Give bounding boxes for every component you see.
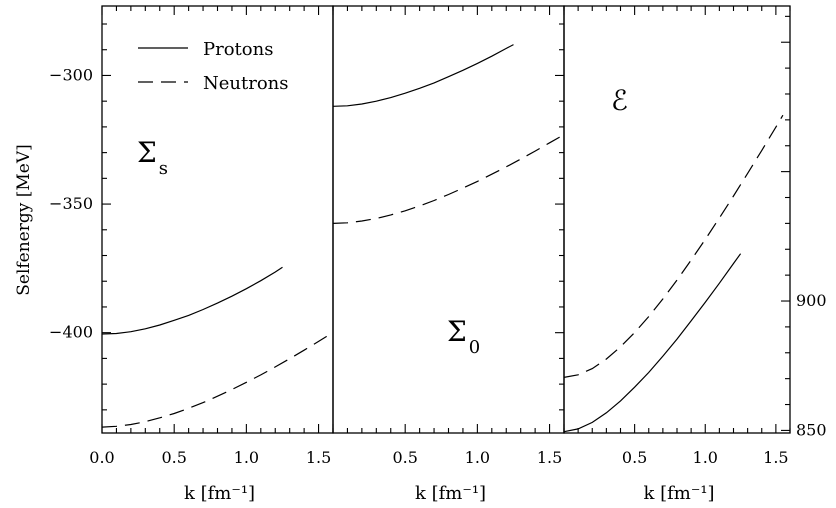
panel-1-ytick-label: −350 — [49, 194, 93, 213]
panel-3-x-axis-label: k [fm⁻¹] — [643, 483, 714, 504]
panel-3-ytick-label: 850 — [796, 420, 827, 439]
panel-3-frame — [563, 5, 791, 434]
panel-2-label-subscript: 0 — [469, 337, 480, 358]
panel-2-xtick-label: 1.0 — [465, 448, 490, 467]
panel-1-xtick-label: 0.5 — [161, 448, 186, 467]
panel-1-ytick-label: −400 — [49, 323, 93, 342]
panel-1-xtick-label: 1.0 — [234, 448, 259, 467]
panel-1-label-subscript: s — [159, 158, 168, 179]
panel-3-xtick-label: 0.5 — [622, 448, 647, 467]
panel-2-xtick-label: 0.5 — [392, 448, 417, 467]
panel-3-xtick-label: 1.0 — [693, 448, 718, 467]
panel-1-ytick-label: −300 — [49, 65, 93, 84]
panels: 0.0 0.5 1.0 1.5 k [fm⁻¹] −300 −350 −400 Σ s 0.5 1.0… — [49, 5, 827, 504]
panel-1-series-neutrons — [101, 331, 334, 428]
panel-1-xtick-label: 0.0 — [89, 448, 114, 467]
panel-1-x-axis-label: k [fm⁻¹] — [184, 483, 255, 504]
panel-3-ytick-label: 900 — [796, 291, 827, 310]
panel-3-series-protons — [563, 253, 742, 433]
panel-3-series-neutrons — [563, 114, 784, 378]
legend-label-neutrons: Neutrons — [203, 73, 289, 94]
panel-3-xtick-label: 1.5 — [763, 448, 788, 467]
panel-2-series-protons — [332, 44, 514, 107]
panel-3-label: ℰ — [611, 84, 628, 117]
panel-2-x-axis-label: k [fm⁻¹] — [415, 483, 486, 504]
panel-2-series-neutrons — [332, 134, 565, 224]
panel-2-xtick-label: 1.5 — [537, 448, 562, 467]
panel-1-xtick-label: 1.5 — [306, 448, 331, 467]
y-axis-label: Selfenergy [MeV] — [14, 144, 34, 296]
legend-label-protons: Protons — [203, 39, 273, 60]
panel-1-frame — [101, 5, 334, 434]
panel-1-series-protons — [101, 266, 283, 335]
